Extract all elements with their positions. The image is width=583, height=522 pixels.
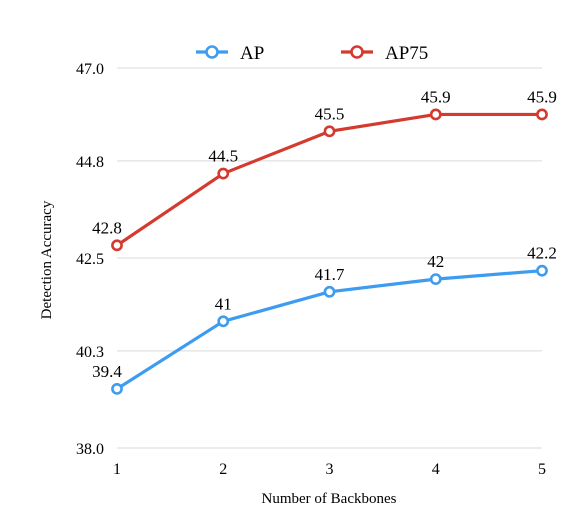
data-label-ap75: 45.9	[527, 87, 557, 106]
data-label-ap: 42.2	[527, 244, 557, 263]
data-labels: 39.4 41 41.7 42 42.2 42.8 44.5 45.5 45.9 45.9	[92, 87, 557, 380]
data-label-ap75: 45.5	[315, 104, 345, 123]
y-axis-title: Detection Accuracy	[39, 200, 55, 319]
series-group	[111, 108, 548, 395]
x-axis-title: Number of Backbones	[262, 491, 397, 507]
data-label-ap75: 44.5	[208, 147, 238, 166]
legend-label-ap75: AP75	[385, 43, 428, 64]
y-tick-label: 38.0	[76, 441, 104, 458]
data-point-ap	[429, 273, 442, 286]
x-tick-labels: 1 2 3 4 5	[113, 461, 546, 478]
data-point-ap	[111, 382, 123, 395]
gridlines	[117, 67, 542, 449]
y-tick-label: 40.3	[76, 344, 104, 361]
legend-marker-ap	[205, 45, 219, 59]
x-tick-label: 2	[219, 461, 227, 478]
x-tick-label: 5	[538, 461, 546, 478]
y-tick-label: 44.8	[76, 154, 104, 171]
data-label-ap: 42	[427, 252, 444, 271]
data-point-ap75	[217, 167, 230, 180]
data-label-ap: 41.7	[315, 265, 345, 284]
y-tick-label: 47.0	[76, 61, 104, 78]
data-point-ap	[536, 264, 548, 277]
data-point-ap75	[323, 125, 336, 138]
data-point-ap75	[429, 108, 442, 121]
x-tick-label: 1	[113, 461, 121, 478]
x-tick-label: 4	[432, 461, 440, 478]
y-tick-labels: 38.0 40.3 42.5 44.8 47.0	[76, 61, 104, 458]
data-point-ap75	[536, 108, 548, 121]
data-label-ap75: 45.9	[421, 87, 451, 106]
y-tick-label: 42.5	[76, 251, 104, 268]
data-point-ap75	[111, 239, 123, 252]
legend: AP AP75	[196, 43, 428, 64]
legend-label-ap: AP	[240, 43, 264, 64]
legend-marker-ap75	[350, 45, 364, 59]
data-point-ap	[217, 315, 230, 328]
x-tick-label: 3	[326, 461, 334, 478]
data-label-ap75: 42.8	[92, 218, 122, 237]
data-label-ap: 41	[215, 294, 232, 313]
data-point-ap	[323, 285, 336, 298]
data-label-ap: 39.4	[92, 362, 122, 381]
